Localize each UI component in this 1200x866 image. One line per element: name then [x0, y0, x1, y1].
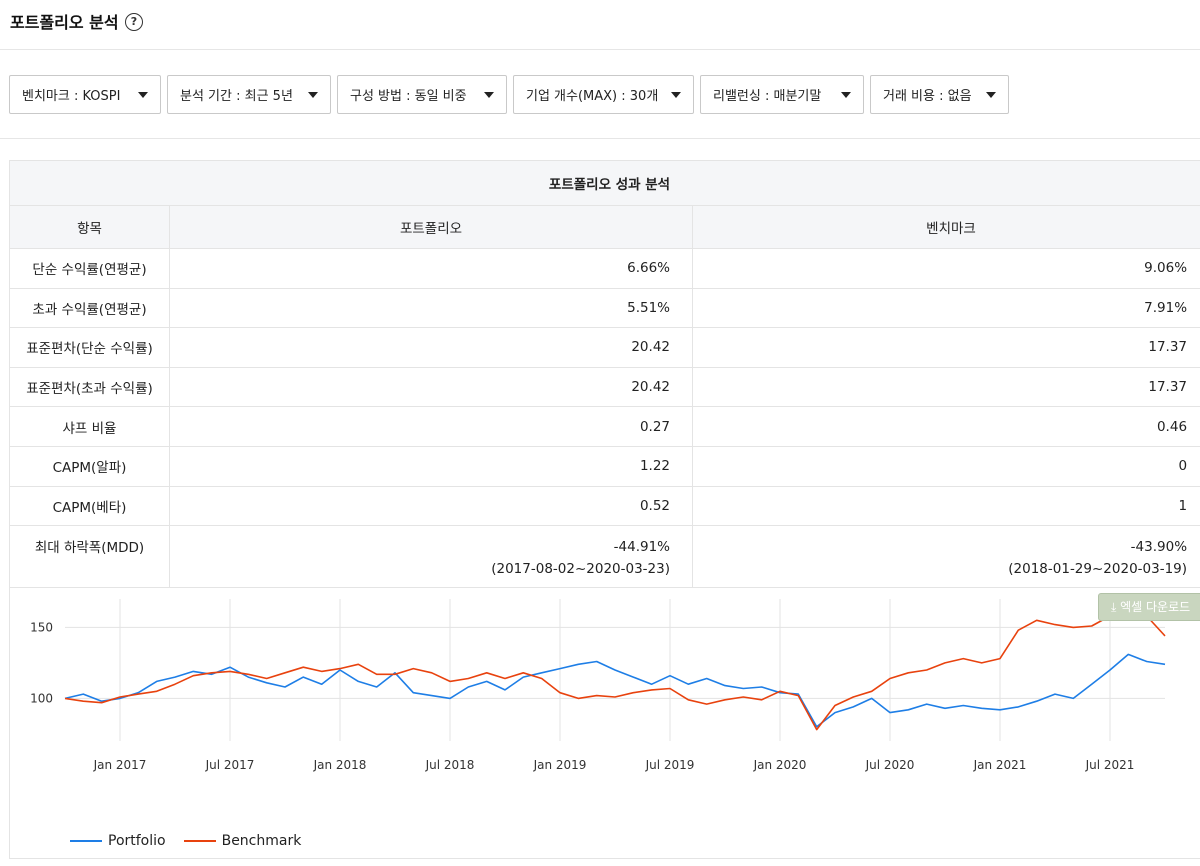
series-line-portfolio[interactable]	[64, 653, 1166, 728]
x-tick-label: Jan 2018	[313, 758, 367, 772]
table-row-mdd: 최대 하락폭(MDD) -44.91% (2017-08-02~2020-03-…	[9, 525, 1200, 589]
portfolio-value: 5.51%	[169, 287, 693, 329]
caret-down-icon	[138, 91, 148, 98]
table-row: CAPM(베타) 0.52 1	[9, 485, 1200, 527]
series-line-benchmark[interactable]	[64, 615, 1166, 731]
weighting-select-label: 구성 방법 : 동일 비중	[350, 89, 467, 104]
table-row: 표준편차(초과 수익률) 20.42 17.37	[9, 366, 1200, 408]
legend-label-portfolio: Portfolio	[108, 833, 166, 849]
legend-item-benchmark[interactable]: Benchmark	[183, 833, 302, 849]
row-label: 표준편차(초과 수익률)	[9, 366, 170, 408]
portfolio-value: 20.42	[169, 366, 693, 408]
benchmark-mdd-value: -43.90%	[1130, 539, 1188, 556]
portfolio-value: 0.52	[169, 485, 693, 527]
y-tick-label: 100	[30, 691, 53, 705]
company-count-select[interactable]: 기업 개수(MAX) : 30개	[513, 75, 694, 114]
legend-swatch-portfolio	[70, 840, 102, 842]
benchmark-value: 0	[691, 445, 1200, 487]
transaction-cost-select-label: 거래 비용 : 없음	[883, 89, 972, 104]
portfolio-value: 20.42	[169, 327, 693, 368]
benchmark-value: 9.06%	[691, 248, 1200, 289]
portfolio-value: 6.66%	[169, 248, 693, 289]
row-label: 샤프 비율	[9, 406, 170, 447]
caret-down-icon	[841, 91, 851, 98]
column-header-item: 항목	[9, 205, 170, 249]
excel-download-button[interactable]: ⤓ 엑셀 다운로드	[1098, 593, 1200, 621]
caret-down-icon	[484, 91, 494, 98]
performance-table-wrapper: 포트폴리오 성과 분석 항목 포트폴리오 벤치마크 단순 수익률(연평균) 6.…	[8, 160, 1200, 589]
weighting-select[interactable]: 구성 방법 : 동일 비중	[337, 75, 507, 114]
x-tick-label: Jul 2021	[1085, 758, 1135, 772]
row-label: CAPM(베타)	[9, 485, 170, 527]
column-header-portfolio: 포트폴리오	[169, 205, 693, 249]
filter-bar: 벤치마크 : KOSPI 분석 기간 : 최근 5년 구성 방법 : 동일 비중…	[0, 51, 1200, 139]
portfolio-value: 1.22	[169, 445, 693, 487]
transaction-cost-select[interactable]: 거래 비용 : 없음	[870, 75, 1009, 114]
benchmark-value: 1	[691, 485, 1200, 527]
x-tick-label: Jul 2019	[645, 758, 695, 772]
rebalancing-select-label: 리밸런싱 : 매분기말	[713, 89, 822, 104]
benchmark-value: 17.37	[691, 327, 1200, 368]
company-count-select-label: 기업 개수(MAX) : 30개	[526, 89, 659, 104]
row-label: 최대 하락폭(MDD)	[9, 525, 170, 589]
performance-chart: Jan 2017 Jul 2017 Jan 2018 Jul 2018 Jan 2019…	[9, 587, 1200, 859]
row-label: 단순 수익률(연평균)	[9, 248, 170, 289]
caret-down-icon	[671, 91, 681, 98]
x-tick-label: Jul 2018	[425, 758, 475, 772]
table-header-row: 항목 포트폴리오 벤치마크	[9, 205, 1200, 249]
page-title: 포트폴리오 분석	[10, 13, 119, 32]
portfolio-mdd-value: -44.91%	[613, 539, 670, 556]
period-select-label: 분석 기간 : 최근 5년	[180, 89, 293, 104]
portfolio-value: 0.27	[169, 406, 693, 447]
x-tick-label: Jul 2020	[865, 758, 915, 772]
legend-swatch-benchmark	[183, 840, 216, 842]
x-tick-label: Jul 2017	[205, 758, 255, 772]
caret-down-icon	[986, 91, 996, 98]
caret-down-icon	[308, 91, 318, 98]
benchmark-select[interactable]: 벤치마크 : KOSPI	[9, 75, 161, 114]
row-label: 표준편차(단순 수익률)	[9, 327, 170, 368]
chart-legend: Portfolio Benchmark	[70, 833, 319, 849]
benchmark-select-label: 벤치마크 : KOSPI	[22, 89, 121, 104]
table-row: 단순 수익률(연평균) 6.66% 9.06%	[9, 248, 1200, 289]
benchmark-mdd: -43.90% (2018-01-29~2020-03-19)	[691, 525, 1200, 589]
row-label: CAPM(알파)	[9, 445, 170, 487]
period-select[interactable]: 분석 기간 : 최근 5년	[167, 75, 331, 114]
portfolio-mdd-period: (2017-08-02~2020-03-23)	[491, 561, 670, 578]
y-tick-label: 150	[30, 620, 53, 634]
table-caption: 포트폴리오 성과 분석	[8, 160, 1200, 206]
performance-table: 포트폴리오 성과 분석 항목 포트폴리오 벤치마크 단순 수익률(연평균) 6.…	[8, 160, 1200, 589]
benchmark-value: 17.37	[691, 366, 1200, 408]
x-tick-label: Jan 2021	[973, 758, 1027, 772]
benchmark-value: 0.46	[691, 406, 1200, 447]
benchmark-mdd-period: (2018-01-29~2020-03-19)	[1008, 561, 1188, 578]
portfolio-mdd: -44.91% (2017-08-02~2020-03-23)	[169, 525, 693, 589]
benchmark-value: 7.91%	[691, 287, 1200, 329]
table-row: 표준편차(단순 수익률) 20.42 17.37	[9, 327, 1200, 368]
column-header-benchmark: 벤치마크	[691, 205, 1200, 249]
legend-item-portfolio[interactable]: Portfolio	[70, 833, 166, 849]
row-label: 초과 수익률(연평균)	[9, 287, 170, 329]
table-row: 샤프 비율 0.27 0.46	[9, 406, 1200, 447]
legend-label-benchmark: Benchmark	[221, 833, 302, 849]
help-icon[interactable]: ?	[125, 13, 143, 31]
page-header: 포트폴리오 분석 ?	[0, 0, 1200, 50]
line-chart-svg: Jan 2017 Jul 2017 Jan 2018 Jul 2018 Jan 2019…	[30, 599, 1166, 772]
rebalancing-select[interactable]: 리밸런싱 : 매분기말	[700, 75, 864, 114]
table-row: 초과 수익률(연평균) 5.51% 7.91%	[9, 287, 1200, 329]
x-tick-label: Jan 2017	[93, 758, 147, 772]
x-tick-label: Jan 2019	[533, 758, 587, 772]
excel-download-label: 엑셀 다운로드	[1120, 600, 1191, 614]
x-tick-label: Jan 2020	[753, 758, 807, 772]
table-row: CAPM(알파) 1.22 0	[9, 445, 1200, 487]
